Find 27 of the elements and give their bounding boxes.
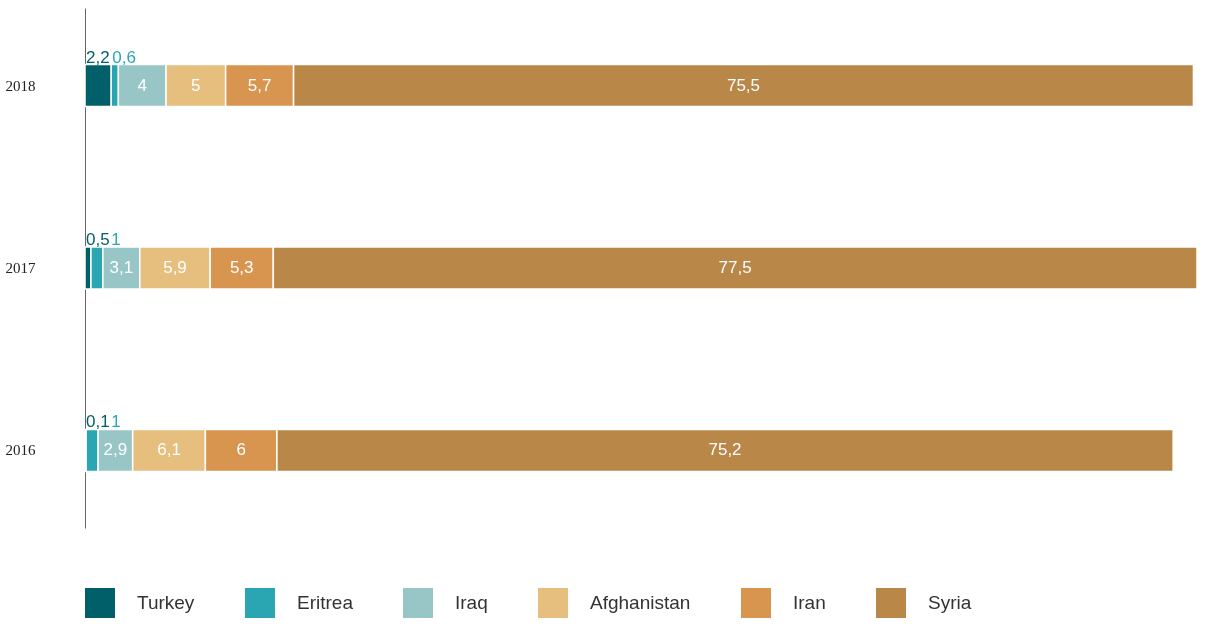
legend-label: Afghanistan: [590, 592, 691, 613]
data-label: 75,2: [708, 440, 742, 460]
data-label: 75,5: [726, 75, 761, 95]
data-label: 0,5: [86, 230, 110, 249]
data-label: 4: [137, 75, 147, 95]
data-label: 0,1: [86, 412, 110, 432]
data-label: 5,9: [163, 258, 187, 277]
data-label: 2,9: [103, 440, 128, 460]
legend-label: Turkey: [137, 592, 195, 613]
data-label: 6,1: [157, 440, 181, 460]
legend-label: Eritrea: [297, 592, 354, 613]
legend-label: Iran: [793, 592, 826, 613]
data-label: 1: [111, 230, 121, 249]
data-label: 1: [111, 412, 121, 432]
data-label: 3,1: [109, 258, 134, 277]
data-label: 0,6: [112, 47, 136, 67]
data-label: 77,5: [718, 258, 752, 277]
y-tick-label: 2017: [5, 260, 36, 276]
data-label: 6: [236, 440, 246, 460]
data-label: 5: [191, 75, 201, 95]
y-tick-label: 2016: [5, 442, 36, 459]
y-tick-label: 2018: [5, 77, 36, 94]
legend-label: Iraq: [455, 592, 488, 613]
data-label: 2,2: [86, 47, 110, 67]
data-label: 5,7: [247, 75, 272, 95]
legend-label: Syria: [928, 592, 972, 613]
data-label: 5,3: [229, 258, 254, 277]
